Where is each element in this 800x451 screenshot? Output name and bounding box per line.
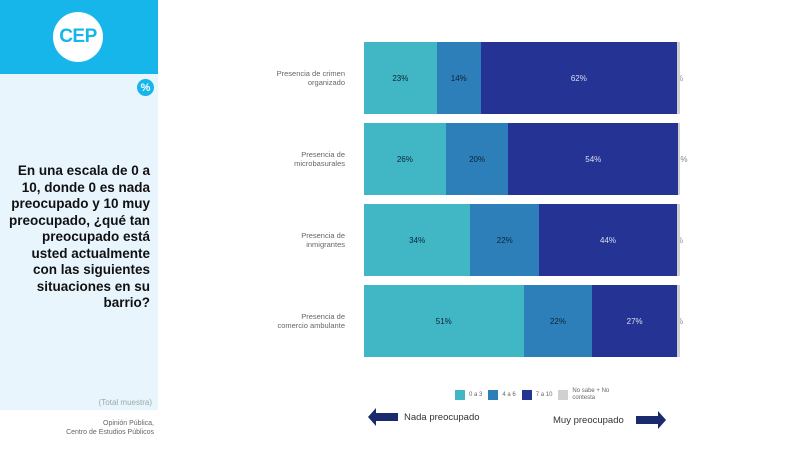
category-label-line: microbasurales [294, 159, 345, 168]
data-label: 27% [626, 316, 643, 326]
bar-segment [678, 123, 680, 195]
legend-label: 4 a 6 [502, 392, 516, 398]
bar-segment: 23% [364, 42, 437, 114]
legend-swatch [558, 390, 569, 400]
legend-swatch [455, 390, 465, 400]
bar-row: 23% 14% 62% [364, 42, 680, 114]
category-label: Presencia de crimen organizado [225, 69, 345, 87]
legend: 0 a 3 4 a 6 7 a 10 No sabe + No contesta [455, 388, 615, 402]
category-label-line: Presencia de crimen [276, 69, 345, 78]
source-line-2: Centro de Estudios Públicos [66, 429, 154, 436]
data-label: 54% [585, 154, 602, 164]
bar-segment: 51% [364, 285, 524, 357]
category-label-line: Presencia de [301, 312, 345, 321]
bar-segment [676, 204, 680, 276]
category-label-line: comercio ambulante [277, 321, 345, 330]
data-label: 26% [396, 154, 413, 164]
legend-item: 0 a 3 [455, 390, 482, 400]
bar-segment: 26% [364, 123, 446, 195]
data-label: 14% [450, 73, 467, 83]
category-label-line: organizado [307, 78, 345, 87]
bar-segment [676, 42, 680, 114]
bar-segment: 27% [592, 285, 677, 357]
arrow-left-icon [368, 408, 398, 426]
bar-segment [676, 285, 680, 357]
bar-segment: 34% [364, 204, 471, 276]
scale-left-label: Nada preocupado [404, 412, 480, 423]
data-label: 44% [600, 235, 617, 245]
data-label: 22% [549, 316, 566, 326]
bar-segment: 62% [480, 42, 677, 114]
legend-item: No sabe + No contesta [558, 388, 609, 402]
category-label: Presencia de inmigrantes [225, 231, 345, 249]
bar-row: 34% 22% 44% [364, 204, 680, 276]
question-text: En una escala de 0 a 10, donde 0 es nada… [8, 163, 150, 310]
data-label: 23% [392, 73, 409, 83]
bar-row: 26% 20% 54% [364, 123, 680, 195]
data-label: 20% [469, 154, 486, 164]
legend-label: 0 a 3 [469, 392, 483, 398]
percent-icon: % [137, 79, 154, 96]
category-label-line: Presencia de [301, 231, 345, 240]
legend-swatch [521, 390, 532, 400]
bar-segment: 22% [523, 285, 593, 357]
legend-label-line: No sabe + No [572, 388, 610, 394]
data-label: 22% [496, 235, 513, 245]
data-label: 34% [409, 235, 426, 245]
bar-segment: 44% [539, 204, 677, 276]
source-line-1: Opinión Pública, [103, 420, 154, 427]
legend-swatch [488, 390, 499, 400]
category-label-line: inmigrantes [306, 240, 345, 249]
bar-row: 51% 22% 27% [364, 285, 680, 357]
bar-segment: 14% [436, 42, 481, 114]
bar-segment: 22% [470, 204, 540, 276]
category-label-line: Presencia de [301, 150, 345, 159]
scale-right-label: Muy preocupado [553, 415, 624, 426]
sample-note: (Total muestra) [98, 398, 152, 407]
data-label: 62% [570, 73, 587, 83]
bar-segment: 20% [445, 123, 509, 195]
category-label: Presencia de microbasurales [225, 150, 345, 168]
legend-item: 4 a 6 [488, 390, 516, 400]
category-label: Presencia de comercio ambulante [225, 312, 345, 330]
legend-label: 7 a 10 [535, 392, 553, 398]
data-label: 51% [435, 316, 452, 326]
sidebar-panel [0, 74, 158, 410]
bar-segment: 54% [508, 123, 679, 195]
legend-label-line: contesta [572, 395, 596, 401]
legend-label: No sabe + No contesta [572, 388, 609, 402]
arrow-right-icon [636, 411, 666, 429]
cep-logo: CEP [53, 12, 103, 62]
legend-item: 7 a 10 [521, 390, 553, 400]
data-label: 0% [676, 155, 688, 164]
source-note: Opinión Pública, Centro de Estudios Públ… [0, 419, 154, 437]
